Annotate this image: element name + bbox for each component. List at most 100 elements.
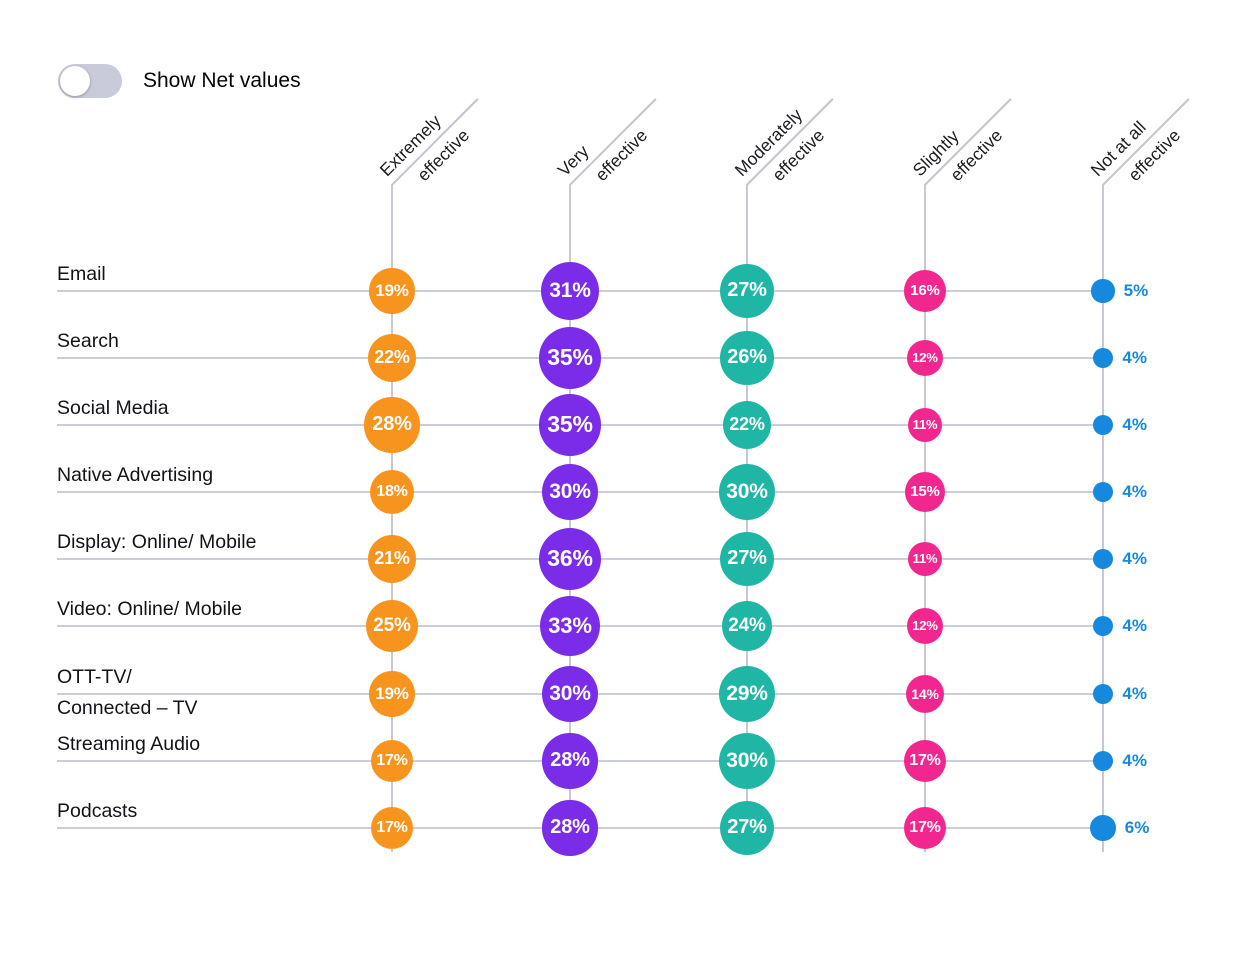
bubble-value-label: 19%: [375, 280, 409, 300]
column-axis-line: [391, 185, 393, 852]
value-bubble: 24%: [721, 600, 773, 652]
bubble-value-label: 30%: [726, 479, 768, 503]
bubble-value-label: 21%: [374, 548, 410, 569]
bubble-value-label: 29%: [726, 681, 768, 705]
bubble-value-label: 36%: [547, 545, 593, 572]
value-dot: [1092, 750, 1114, 772]
value-bubble: 35%: [539, 327, 601, 389]
dot-value-label: 6%: [1124, 818, 1150, 837]
value-bubble: 17%: [903, 739, 947, 783]
value-bubble: 35%: [539, 394, 601, 456]
dot-value-label: 4%: [1122, 348, 1147, 367]
bubble-value-label: 22%: [374, 347, 410, 368]
value-dot: [1092, 548, 1114, 570]
bubble-value-label: 28%: [550, 816, 590, 839]
value-bubble: 17%: [903, 806, 947, 850]
bubble-value-label: 30%: [726, 748, 768, 772]
value-bubble: 36%: [538, 527, 602, 591]
column-axis-line: [924, 185, 926, 852]
bubble-value-label: 11%: [912, 417, 938, 433]
toggle-knob-icon: [60, 66, 90, 96]
value-bubble: 15%: [904, 471, 946, 513]
value-bubble: 28%: [542, 733, 598, 789]
dot-value-label: 4%: [1122, 751, 1147, 770]
bubble-value-label: 17%: [376, 818, 408, 836]
value-bubble: 27%: [719, 531, 774, 586]
value-bubble: 14%: [905, 674, 945, 714]
bubble-value-label: 28%: [550, 749, 590, 772]
value-bubble: 19%: [369, 671, 415, 717]
value-dot: [1090, 815, 1116, 841]
value-bubble: 31%: [541, 262, 599, 320]
bubble-value-label: 24%: [728, 614, 766, 636]
row-label-line2: Connected – TV: [57, 697, 198, 719]
row-label: Streaming Audio: [57, 733, 201, 755]
row-label: OTT-TV/: [57, 666, 132, 688]
bubble-value-label: 18%: [376, 482, 408, 500]
bubble-value-label: 27%: [727, 547, 767, 570]
value-bubble: 29%: [718, 665, 775, 722]
value-bubble: 17%: [370, 806, 414, 850]
value-bubble: 17%: [370, 739, 414, 783]
dot-value-label: 4%: [1122, 684, 1147, 703]
bubble-value-label: 33%: [548, 612, 592, 638]
value-bubble: 11%: [907, 541, 943, 577]
row-label: Social Media: [57, 397, 169, 419]
bubble-value-label: 12%: [912, 350, 938, 366]
bubble-value-label: 27%: [727, 279, 767, 302]
column-axis-line: [1102, 185, 1104, 852]
value-dot: [1092, 481, 1114, 503]
bubble-value-label: 16%: [910, 282, 940, 300]
bubble-value-label: 27%: [727, 816, 767, 839]
bubble-value-label: 30%: [549, 681, 591, 705]
bubble-value-label: 31%: [549, 278, 591, 302]
value-bubble: 28%: [542, 800, 598, 856]
bubble-value-label: 14%: [911, 685, 939, 702]
bubble-value-label: 30%: [549, 479, 591, 503]
value-bubble: 18%: [369, 469, 415, 515]
value-bubble: 27%: [719, 263, 774, 318]
bubble-value-label: 19%: [375, 683, 409, 703]
bubble-value-label: 35%: [547, 344, 593, 371]
value-bubble: 30%: [718, 463, 776, 521]
column-header-line2: effective: [591, 124, 652, 185]
value-bubble: 22%: [722, 400, 772, 450]
value-dot: [1092, 615, 1114, 637]
value-dot: [1092, 347, 1114, 369]
value-bubble: 22%: [367, 333, 417, 383]
value-bubble: 30%: [541, 665, 599, 723]
bubble-value-label: 28%: [372, 413, 412, 436]
value-bubble: 30%: [718, 732, 776, 790]
value-bubble: 27%: [719, 800, 774, 855]
value-bubble: 12%: [906, 339, 943, 376]
dot-value-label: 5%: [1123, 281, 1149, 300]
row-label: Video: Online/ Mobile: [57, 598, 243, 620]
row-label: Native Advertising: [57, 464, 214, 486]
value-bubble: 26%: [720, 331, 774, 385]
value-dot: [1092, 414, 1114, 436]
bubble-value-label: 35%: [547, 411, 593, 438]
value-bubble: 25%: [366, 600, 418, 652]
dot-value-label: 4%: [1122, 415, 1147, 434]
value-bubble: 30%: [541, 463, 599, 521]
show-net-values-label: Show Net values: [143, 69, 301, 92]
value-bubble: 33%: [540, 596, 600, 656]
row-label: Display: Online/ Mobile: [57, 531, 257, 553]
value-bubble: 19%: [369, 268, 415, 314]
bubble-value-label: 17%: [909, 818, 941, 836]
show-net-values-toggle[interactable]: [58, 64, 122, 98]
value-bubble: 21%: [368, 535, 416, 583]
value-bubble: 11%: [907, 407, 943, 443]
dot-value-label: 4%: [1122, 482, 1147, 501]
row-label: Email: [57, 263, 106, 285]
column-header-line1: Very: [553, 141, 593, 181]
bubble-value-label: 11%: [912, 551, 938, 567]
value-dot: [1092, 683, 1114, 705]
row-label: Search: [57, 330, 119, 352]
value-bubble: 28%: [364, 397, 420, 453]
bubble-value-label: 15%: [910, 483, 940, 501]
bubble-value-label: 22%: [729, 414, 765, 435]
value-bubble: 12%: [906, 607, 943, 644]
value-bubble: 16%: [904, 270, 946, 312]
bubble-value-label: 17%: [376, 751, 408, 769]
